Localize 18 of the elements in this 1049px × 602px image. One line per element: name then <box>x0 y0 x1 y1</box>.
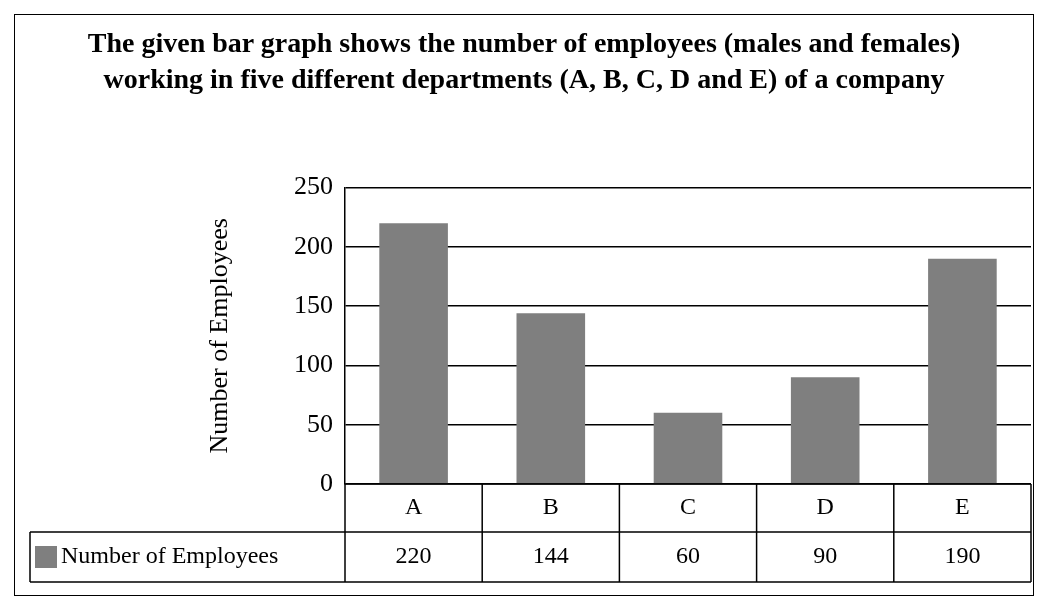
y-tick-label: 150 <box>294 289 333 319</box>
bar <box>379 223 448 484</box>
x-tick-label: A <box>404 493 423 520</box>
x-tick-label: E <box>955 493 970 520</box>
bar <box>653 412 723 484</box>
y-tick-label: 0 <box>320 467 333 497</box>
y-tick-label: 100 <box>294 349 333 379</box>
y-tick-label: 200 <box>294 230 333 260</box>
bar <box>928 258 997 484</box>
bar <box>516 313 586 484</box>
y-tick-label: 50 <box>307 408 333 438</box>
chart-title: The given bar graph shows the number of employees (males and females) working in five different departments (A, B, C, D and E) of a company <box>86 26 962 96</box>
x-tick-label: C <box>679 493 697 520</box>
bar <box>790 377 860 484</box>
x-tick-label: B <box>542 493 559 520</box>
y-tick-label: 250 <box>294 171 333 201</box>
x-tick-label: D <box>816 493 834 520</box>
y-axis-title: Number of Employees <box>204 218 234 454</box>
